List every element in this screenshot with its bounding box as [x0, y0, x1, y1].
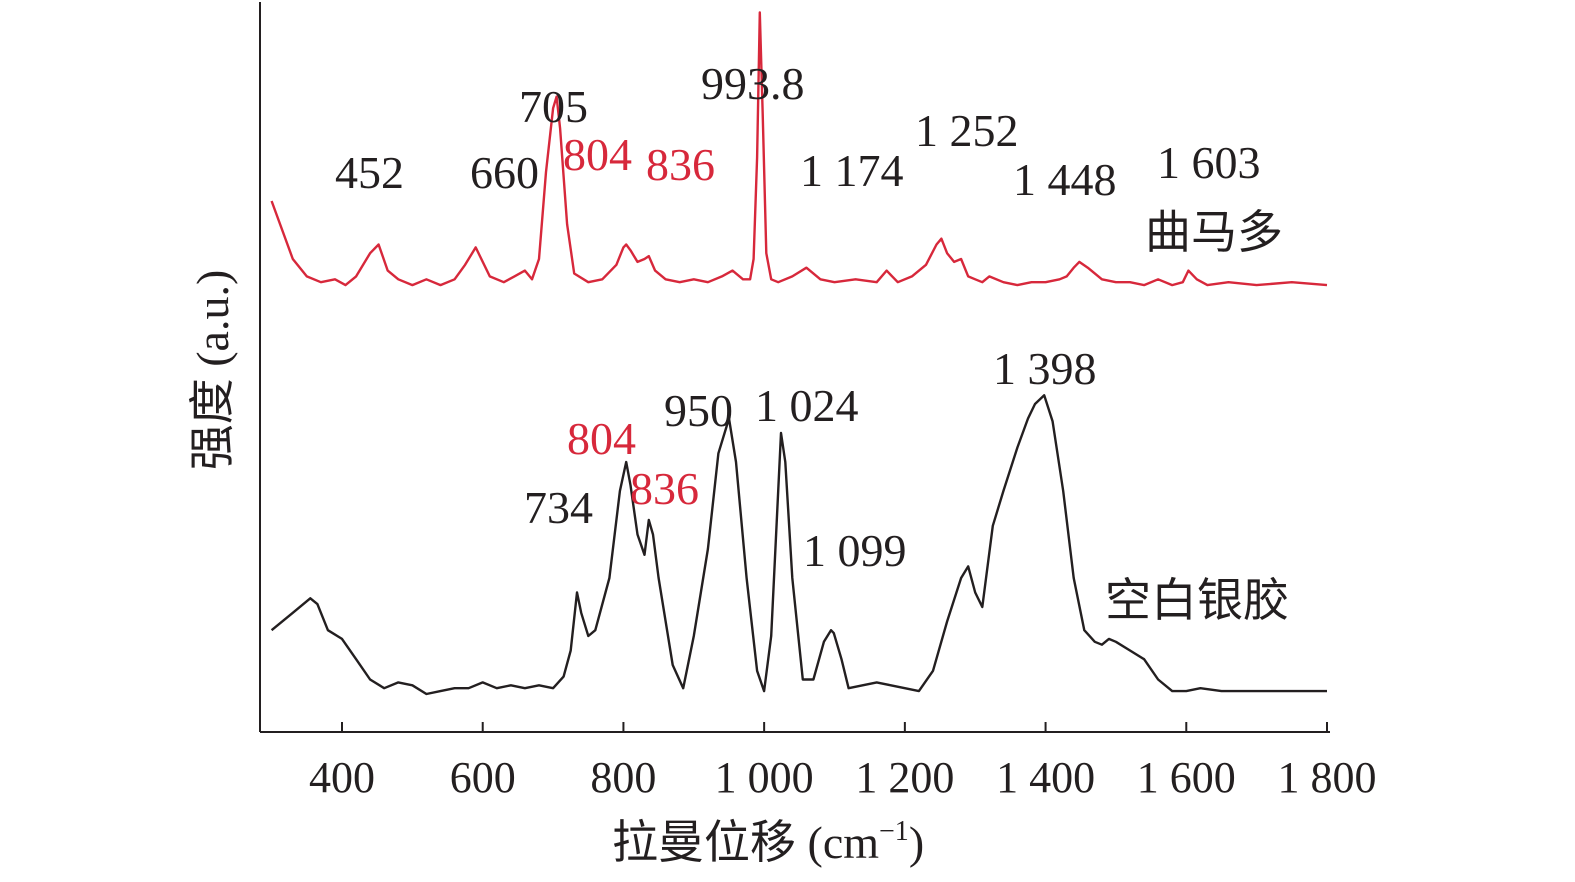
- peak-label-1024: 1 024: [755, 380, 859, 431]
- x-tick-label: 1 600: [1137, 753, 1236, 802]
- x-tick-label: 1 200: [855, 753, 954, 802]
- peak-label-804: 804: [563, 129, 632, 180]
- x-tick-label: 400: [309, 753, 375, 802]
- peak-label-705: 705: [519, 81, 588, 132]
- peak-label-1174: 1 174: [800, 145, 904, 196]
- peak-label-950: 950: [664, 385, 733, 436]
- x-axis-title-main: 拉曼位移 (cm: [612, 817, 879, 868]
- peak-label-452: 452: [335, 147, 404, 198]
- peak-label-660: 660: [470, 147, 539, 198]
- x-tick-label: 1 400: [996, 753, 1095, 802]
- peak-label-993-8: 993.8: [701, 58, 805, 109]
- peak-label-836-blank: 836: [630, 463, 699, 514]
- peak-labels: 452 660 705 804 836 993.8 1 174 1 252 1 …: [335, 58, 1261, 576]
- peak-label-734: 734: [524, 482, 593, 533]
- peak-label-1398: 1 398: [993, 343, 1097, 394]
- x-axis-title-close: ): [909, 817, 924, 868]
- peak-label-1448: 1 448: [1013, 154, 1117, 205]
- x-axis-ticks: 400 600 800 1 000 1 200 1 400 1 600 1 800: [309, 722, 1377, 802]
- peak-label-1252: 1 252: [915, 105, 1019, 156]
- x-tick-label: 800: [590, 753, 656, 802]
- x-axis-title-superscript: −1: [879, 816, 909, 847]
- x-tick-label: 1 800: [1278, 753, 1377, 802]
- series-name-tramadol: 曲马多: [1145, 207, 1283, 258]
- series-line-blank-silver-colloid: [270, 394, 1327, 696]
- x-axis-title: 拉曼位移 (cm−1): [612, 816, 924, 868]
- series-name-blank-silver-colloid: 空白银胶: [1105, 575, 1289, 626]
- y-axis-title: 强度 (a.u.): [187, 270, 238, 471]
- x-tick-label: 600: [450, 753, 516, 802]
- peak-label-804-blank: 804: [567, 413, 636, 464]
- peak-label-1603: 1 603: [1157, 137, 1261, 188]
- peak-label-1099: 1 099: [803, 525, 907, 576]
- x-tick-label: 1 000: [715, 753, 814, 802]
- spectra-series: [270, 11, 1328, 696]
- series-line-tramadol: [270, 11, 1328, 287]
- peak-label-836: 836: [646, 139, 715, 190]
